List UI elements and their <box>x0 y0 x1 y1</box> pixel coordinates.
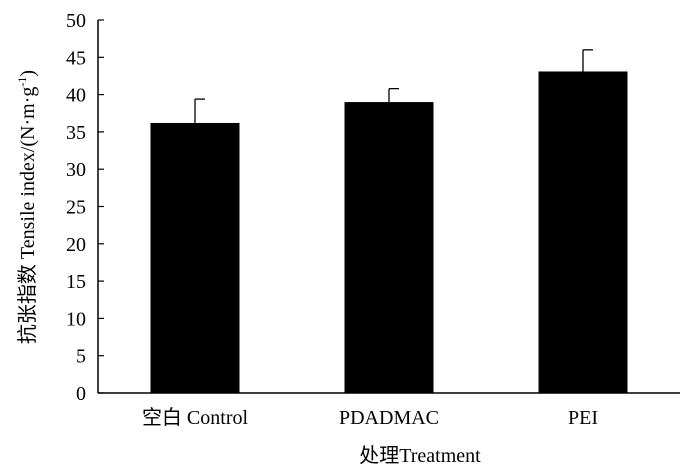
bar <box>538 71 628 393</box>
y-tick-label: 35 <box>66 122 86 144</box>
x-tick-label: PEI <box>568 407 598 429</box>
y-tick-label: 20 <box>66 234 86 256</box>
y-axis-label-close: ) <box>17 70 39 77</box>
y-tick-label: 50 <box>66 10 86 32</box>
y-tick-label: 0 <box>76 383 86 405</box>
x-axis-label: 处理Treatment <box>359 444 481 467</box>
y-tick-label: 10 <box>66 308 86 330</box>
y-axis-label-main: 抗张指数 Tensile index/(N·m·g <box>16 87 39 344</box>
svg-text:抗张指数 Tensile index/(N·m·g-1): 抗张指数 Tensile index/(N·m·g-1) <box>15 70 39 344</box>
y-tick-label: 5 <box>76 346 86 368</box>
y-axis-label: 抗张指数 Tensile index/(N·m·g-1) <box>15 70 39 344</box>
x-tick-label: PDADMAC <box>339 407 439 429</box>
y-tick-label: 40 <box>66 85 86 107</box>
y-tick-label: 25 <box>66 197 86 219</box>
plot-area: 0 5 10 15 20 25 30 35 40 45 50 空白 Control PDADMAC PEI <box>66 10 680 429</box>
x-tick-label: 空白 Control <box>142 406 249 429</box>
y-tick-label: 30 <box>66 159 86 181</box>
y-tick-label: 45 <box>66 47 86 69</box>
bar <box>344 102 434 393</box>
bar <box>150 122 240 393</box>
y-axis-label-superscript: -1 <box>15 77 29 87</box>
y-tick-label: 15 <box>66 271 86 293</box>
